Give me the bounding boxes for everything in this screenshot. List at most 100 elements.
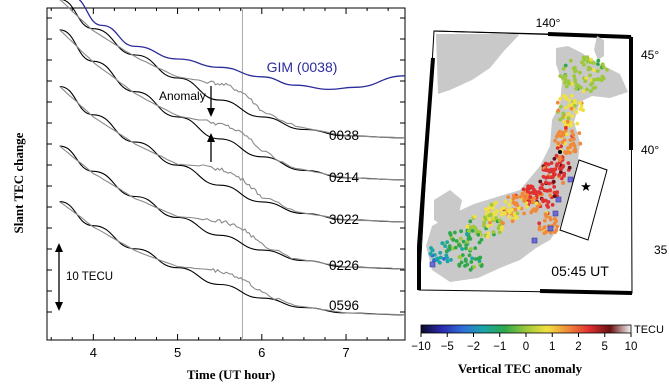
colorbar-tick-label: −5 xyxy=(441,341,454,353)
tec-point xyxy=(540,182,545,187)
map-border-bottom xyxy=(539,289,633,295)
tec-point xyxy=(541,199,546,204)
gps-station-square xyxy=(547,225,554,232)
tec-point xyxy=(472,214,477,219)
model-curve xyxy=(59,145,406,270)
tec-point xyxy=(566,116,571,121)
map-border-left xyxy=(417,57,435,247)
tec-point xyxy=(449,258,453,262)
tec-point xyxy=(525,204,530,209)
tec-point xyxy=(443,244,448,249)
tec-point xyxy=(551,179,556,184)
tec-point xyxy=(582,58,587,62)
tec-point xyxy=(553,230,557,235)
colorbar-tick-label: −1 xyxy=(493,341,506,353)
tec-point xyxy=(605,67,609,72)
tec-point xyxy=(465,231,469,236)
tec-point xyxy=(507,215,511,219)
tec-point xyxy=(512,212,517,217)
tec-point xyxy=(463,259,468,263)
tec-point xyxy=(556,141,561,146)
tec-point xyxy=(601,65,606,69)
tec-point xyxy=(572,98,577,103)
tec-point xyxy=(497,218,502,223)
tec-point xyxy=(574,110,579,115)
tec-point xyxy=(527,186,532,191)
tec-point xyxy=(554,153,559,158)
tec-point xyxy=(555,100,560,105)
tec-point xyxy=(537,221,542,226)
tec-point xyxy=(578,70,582,75)
lat-label-40: 40° xyxy=(641,143,659,157)
tec-point xyxy=(579,104,584,108)
tec-point xyxy=(511,193,516,198)
tec-point xyxy=(552,156,557,161)
tec-point xyxy=(476,232,481,237)
tec-point xyxy=(585,87,589,92)
tec-point xyxy=(470,229,475,233)
tec-point xyxy=(532,187,536,192)
tec-point xyxy=(519,194,523,199)
series-label: 0596 xyxy=(329,298,359,313)
tec-point xyxy=(566,161,571,166)
tec-point xyxy=(468,219,473,224)
tec-point xyxy=(538,186,543,191)
tec-point xyxy=(595,77,599,82)
tec-point xyxy=(459,260,464,265)
tec-point xyxy=(479,264,484,268)
tec-point xyxy=(495,209,500,214)
tec-point xyxy=(445,259,450,264)
tec-point xyxy=(589,89,593,93)
tec-point xyxy=(562,120,566,124)
tec-point xyxy=(578,100,582,105)
tec-point xyxy=(486,231,491,236)
tec-point xyxy=(513,207,518,212)
tec-point xyxy=(573,103,577,108)
lon-label-140: 140° xyxy=(536,16,561,30)
colorbar-tick-label: 0 xyxy=(523,341,529,353)
tec-point xyxy=(581,89,586,94)
tec-point xyxy=(444,253,449,258)
x-tick-label: 5 xyxy=(174,345,181,360)
tec-point xyxy=(560,130,565,135)
tec-point xyxy=(444,249,449,254)
tec-point xyxy=(561,93,566,98)
tec-point xyxy=(570,114,575,119)
tec-point xyxy=(567,165,572,170)
tec-anomaly-map: ★ 140° 45° 40° 35 05:45 UT xyxy=(417,16,668,295)
tec-point xyxy=(515,195,520,200)
tec-point xyxy=(551,171,556,176)
tec-point xyxy=(513,215,518,220)
tec-point xyxy=(537,227,542,232)
anomaly-label: Anomaly xyxy=(159,89,206,103)
tec-point xyxy=(465,240,470,245)
colorbar-tick-label: −2 xyxy=(467,341,480,353)
tec-point xyxy=(568,122,573,127)
tec-point xyxy=(487,217,492,222)
tec-point xyxy=(522,211,526,216)
tec-point xyxy=(584,76,588,81)
tec-point xyxy=(481,223,486,228)
x-tick-labels: 4 5 6 7 xyxy=(90,345,350,360)
x-tick-label: 7 xyxy=(342,345,349,360)
tec-point xyxy=(542,188,547,193)
series-label: 0214 xyxy=(329,170,360,185)
tec-point xyxy=(522,197,527,202)
landmass-sakhalin xyxy=(594,36,604,60)
tec-point xyxy=(552,194,557,199)
tec-point xyxy=(581,108,585,113)
colorbar-unit: TECU xyxy=(634,324,664,336)
map-time-label: 05:45 UT xyxy=(551,263,609,279)
tec-point xyxy=(585,55,590,60)
tec-point xyxy=(552,190,557,195)
tec-point xyxy=(458,255,462,260)
tec-point xyxy=(577,131,582,136)
tec-point xyxy=(491,230,496,234)
observed-curve xyxy=(59,29,406,181)
tec-point xyxy=(578,141,583,146)
landmass-continent xyxy=(436,34,520,94)
gps-station-square xyxy=(552,210,559,217)
tec-point xyxy=(525,189,530,194)
tec-point xyxy=(559,166,564,171)
tec-point xyxy=(503,199,508,204)
